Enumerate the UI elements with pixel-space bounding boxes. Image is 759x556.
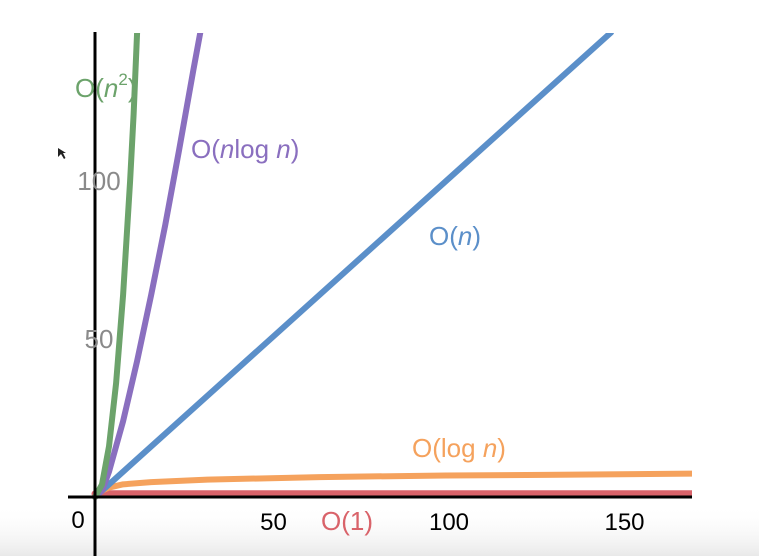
series-line-o-n: [92, 33, 614, 500]
y-tick-label-100: 100: [77, 166, 120, 196]
x-tick-label-50: 50: [260, 509, 287, 536]
series-line-o-n: [92, 33, 141, 500]
mouse-cursor-icon: [58, 148, 66, 159]
x-tick-label-100: 100: [429, 509, 469, 536]
series-layer: [91, 33, 692, 500]
x-tick-label-150: 150: [604, 509, 644, 536]
origin-label: 0: [71, 507, 84, 534]
series-label-o-nlog-n: O(nlog n): [191, 134, 299, 164]
series-label-o-n: O(n): [429, 221, 481, 251]
label-layer: 0 50 100 150 50 100 O(1) O(log n) O(n) O(nlog n) O…: [58, 70, 645, 536]
bottom-shade: [0, 505, 759, 556]
axis-layer: [68, 32, 692, 556]
series-label-o-n: O(n2): [75, 70, 137, 103]
series-label-o-log-n: O(log n): [412, 433, 506, 463]
y-tick-label-50: 50: [85, 324, 114, 354]
series-label-o-1: O(1): [321, 506, 373, 536]
